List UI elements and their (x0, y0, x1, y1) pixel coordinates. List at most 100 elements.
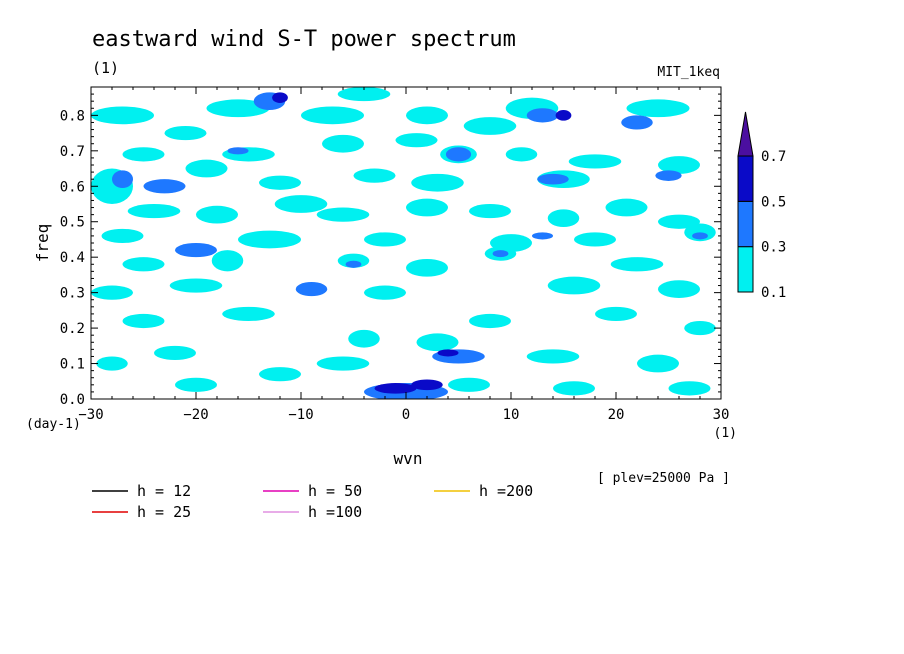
power-patch (463, 117, 517, 135)
x-tick-label: 20 (608, 407, 625, 423)
power-patch (259, 367, 301, 382)
power-patch (91, 106, 154, 125)
power-patch (337, 87, 391, 102)
x-axis-label: wvn (394, 449, 423, 468)
y-tick-label: 0.1 (60, 357, 85, 373)
power-patch (316, 207, 370, 222)
power-patch (222, 306, 275, 321)
power-patch (595, 306, 637, 321)
x-tick-label: 0 (402, 407, 410, 423)
chart-title: eastward wind S-T power spectrum (92, 27, 516, 52)
x-unit-label: (1) (714, 426, 737, 441)
y-tick-label: 0.5 (60, 215, 85, 231)
power-patch (568, 154, 622, 169)
power-contours (91, 87, 716, 399)
model-label: MIT_1keq (657, 65, 720, 80)
power-patch (259, 175, 301, 190)
colorbar-label: 0.3 (761, 240, 786, 256)
power-patch (101, 228, 144, 243)
legend-label: h = 50 (308, 482, 362, 500)
power-patch (610, 257, 664, 272)
power-patch (574, 232, 616, 247)
power-patch (668, 381, 711, 396)
power-patch (547, 276, 601, 295)
y-tick-label: 0.6 (60, 179, 85, 195)
power-patch (175, 243, 217, 258)
colorbar-label: 0.7 (761, 149, 786, 165)
power-patch (605, 198, 648, 217)
power-patch (655, 170, 682, 181)
power-patch (411, 379, 443, 391)
power-patch (301, 106, 364, 125)
power-patch (122, 257, 165, 272)
power-patch (364, 232, 406, 247)
power-patch (112, 170, 133, 189)
power-patch (437, 349, 459, 357)
legend-label: h =200 (479, 482, 533, 500)
power-patch (345, 260, 362, 268)
power-patch (537, 173, 569, 185)
power-patch (206, 99, 270, 118)
colorbar: 0.1 0.3 0.5 0.7 (737, 111, 786, 301)
power-patch (621, 115, 653, 130)
y-tick-label: 0.0 (60, 392, 85, 408)
power-patch (353, 168, 396, 183)
x-axis-ticks: −30 −20 −10 0 10 20 30 (78, 87, 729, 423)
power-patch (211, 250, 244, 272)
power-patch (684, 321, 716, 336)
power-patch (445, 147, 472, 162)
power-patch (626, 99, 690, 118)
power-patch (532, 232, 553, 240)
x-tick-label: −30 (78, 407, 103, 423)
legend-label: h = 12 (137, 482, 191, 500)
y-tick-label: 0.7 (60, 144, 85, 160)
power-patch (406, 258, 448, 277)
x-tick-label: 30 (713, 407, 730, 423)
power-patch (91, 285, 133, 300)
power-patch (196, 205, 238, 224)
power-patch (684, 223, 716, 242)
power-patch (469, 204, 511, 219)
power-patch (227, 147, 249, 155)
power-patch (555, 110, 572, 121)
power-patch (122, 313, 165, 329)
power-patch (395, 133, 438, 148)
colorbar-segment (737, 200, 754, 248)
power-patch (295, 282, 328, 297)
power-patch (416, 333, 459, 352)
power-patch (274, 195, 328, 213)
x-tick-label: −10 (288, 407, 313, 423)
power-patch (469, 313, 511, 329)
y-tick-label: 0.8 (60, 108, 85, 124)
power-patch (374, 383, 417, 394)
units-label: (1) (92, 59, 119, 77)
power-patch (406, 106, 448, 125)
x-tick-label: 10 (503, 407, 520, 423)
y-axis-label: freq (33, 224, 52, 263)
colorbar-segment (737, 246, 754, 293)
power-patch (448, 377, 490, 392)
power-patch (164, 126, 207, 141)
power-patch (658, 280, 700, 298)
power-patch (322, 134, 364, 153)
power-patch (96, 356, 128, 371)
power-patch (658, 156, 700, 174)
power-patch (406, 198, 448, 217)
y-tick-label: 0.2 (60, 321, 85, 337)
power-patch (143, 179, 186, 194)
power-patch (122, 147, 165, 162)
y-unit-label: (day-1) (26, 417, 81, 432)
y-axis-ticks: 0.0 0.1 0.2 0.3 0.4 0.5 0.6 0.7 0.8 (60, 93, 721, 408)
power-patch (526, 349, 580, 364)
power-patch (348, 329, 380, 348)
colorbar-segment (737, 155, 754, 202)
power-patch (169, 278, 223, 293)
power-patch (411, 173, 464, 192)
x-tick-label: −20 (183, 407, 208, 423)
power-patch (553, 381, 595, 396)
power-patch (692, 232, 708, 240)
colorbar-label: 0.5 (761, 194, 786, 210)
power-patch (526, 108, 559, 123)
legend-label: h =100 (308, 503, 362, 521)
